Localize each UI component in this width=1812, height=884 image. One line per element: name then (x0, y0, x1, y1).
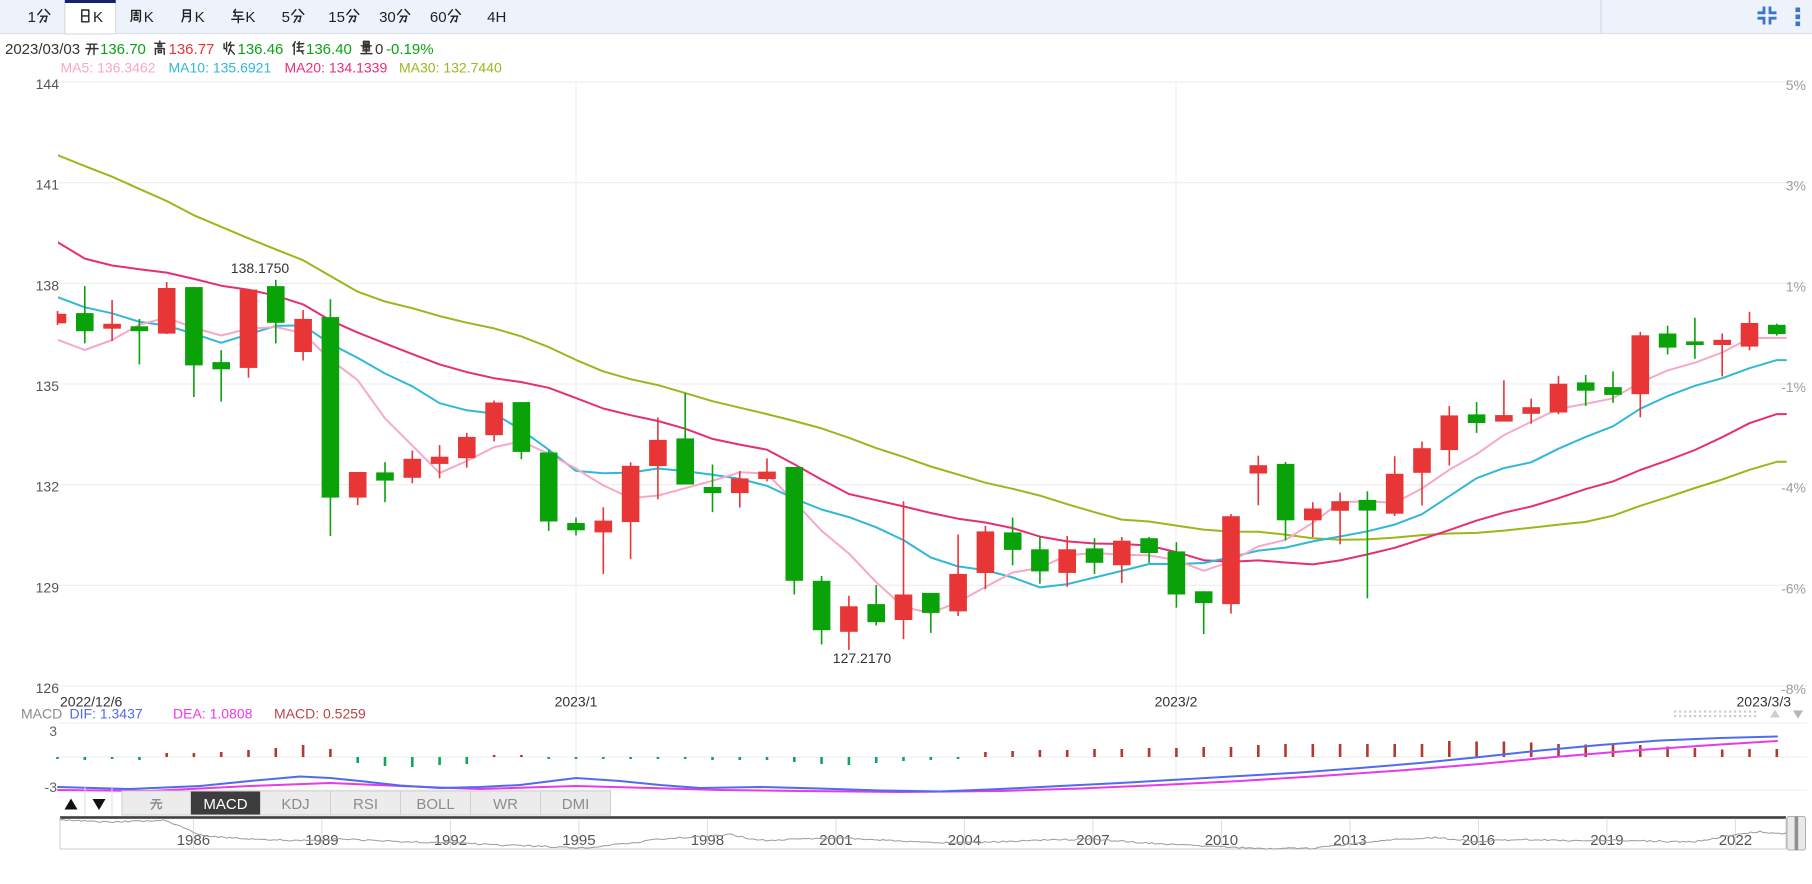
svg-text:1%: 1% (1786, 278, 1806, 294)
svg-text:MACD: 0.5259: MACD: 0.5259 (274, 706, 366, 722)
svg-text:132: 132 (36, 479, 60, 495)
svg-text:2023/1: 2023/1 (555, 694, 598, 710)
svg-text:136.40: 136.40 (306, 41, 352, 58)
svg-text:144: 144 (36, 76, 60, 92)
svg-text:BOLL: BOLL (416, 796, 454, 813)
svg-text:MACD: MACD (203, 796, 247, 813)
svg-text:129: 129 (36, 579, 60, 595)
svg-text:2010: 2010 (1205, 832, 1238, 849)
svg-text:1992: 1992 (434, 832, 467, 849)
svg-text:2004: 2004 (948, 832, 981, 849)
svg-text:0: 0 (438, 9, 446, 26)
svg-text:-4%: -4% (1781, 480, 1806, 496)
svg-text:1986: 1986 (177, 832, 210, 849)
svg-text:0: 0 (387, 9, 395, 26)
svg-text:3: 3 (379, 9, 387, 26)
svg-text:MA20: 134.1339: MA20: 134.1339 (285, 60, 388, 76)
svg-text:1998: 1998 (691, 832, 724, 849)
svg-text:K: K (93, 9, 103, 26)
svg-text:MACD: MACD (21, 706, 62, 722)
svg-text:MA30: 132.7440: MA30: 132.7440 (399, 60, 502, 76)
svg-text:2023/03/03: 2023/03/03 (5, 41, 80, 58)
svg-text:0: 0 (375, 41, 383, 58)
svg-text:-3: -3 (45, 779, 58, 795)
svg-text:-8%: -8% (1781, 681, 1806, 697)
svg-text:2001: 2001 (819, 832, 852, 849)
svg-text:MA10: 135.6921: MA10: 135.6921 (169, 60, 272, 76)
svg-text:3%: 3% (1786, 178, 1806, 194)
svg-text:K: K (245, 9, 255, 26)
svg-text:1995: 1995 (562, 832, 595, 849)
svg-text:2023/2: 2023/2 (1155, 694, 1198, 710)
svg-text:-6%: -6% (1781, 580, 1806, 596)
svg-text:138: 138 (36, 277, 60, 293)
svg-text:2016: 2016 (1462, 832, 1495, 849)
svg-text:-1%: -1% (1781, 379, 1806, 395)
svg-text:DMI: DMI (562, 796, 590, 813)
svg-text:K: K (195, 9, 205, 26)
svg-text:3: 3 (49, 723, 57, 739)
svg-text:WR: WR (493, 796, 518, 813)
svg-text:5: 5 (337, 9, 345, 26)
svg-text:5: 5 (282, 9, 290, 26)
svg-text:2022/12/6: 2022/12/6 (60, 694, 122, 710)
svg-text:DEA: 1.0808: DEA: 1.0808 (173, 706, 253, 722)
svg-text:136.77: 136.77 (169, 41, 215, 58)
svg-text:4: 4 (487, 9, 495, 26)
svg-text:-0.19%: -0.19% (386, 41, 434, 58)
svg-text:DIF: 1.3437: DIF: 1.3437 (70, 706, 143, 722)
svg-text:H: H (496, 9, 507, 26)
svg-text:1: 1 (28, 9, 36, 26)
svg-text:1: 1 (328, 9, 336, 26)
svg-text:2007: 2007 (1076, 832, 1109, 849)
svg-text:135: 135 (36, 378, 60, 394)
svg-text:2013: 2013 (1333, 832, 1366, 849)
svg-text:KDJ: KDJ (281, 796, 309, 813)
svg-text:2023/3/3: 2023/3/3 (1737, 694, 1792, 710)
svg-text:5%: 5% (1786, 77, 1806, 93)
svg-text:K: K (144, 9, 154, 26)
svg-text:6: 6 (430, 9, 438, 26)
svg-text:136.46: 136.46 (238, 41, 284, 58)
svg-text:136.70: 136.70 (100, 41, 146, 58)
svg-text:127.2170: 127.2170 (833, 650, 892, 666)
svg-text:126: 126 (36, 680, 60, 696)
svg-text:138.1750: 138.1750 (231, 260, 290, 276)
svg-text:RSI: RSI (353, 796, 378, 813)
svg-text:141: 141 (36, 177, 60, 193)
svg-text:MA5: 136.3462: MA5: 136.3462 (61, 60, 156, 76)
